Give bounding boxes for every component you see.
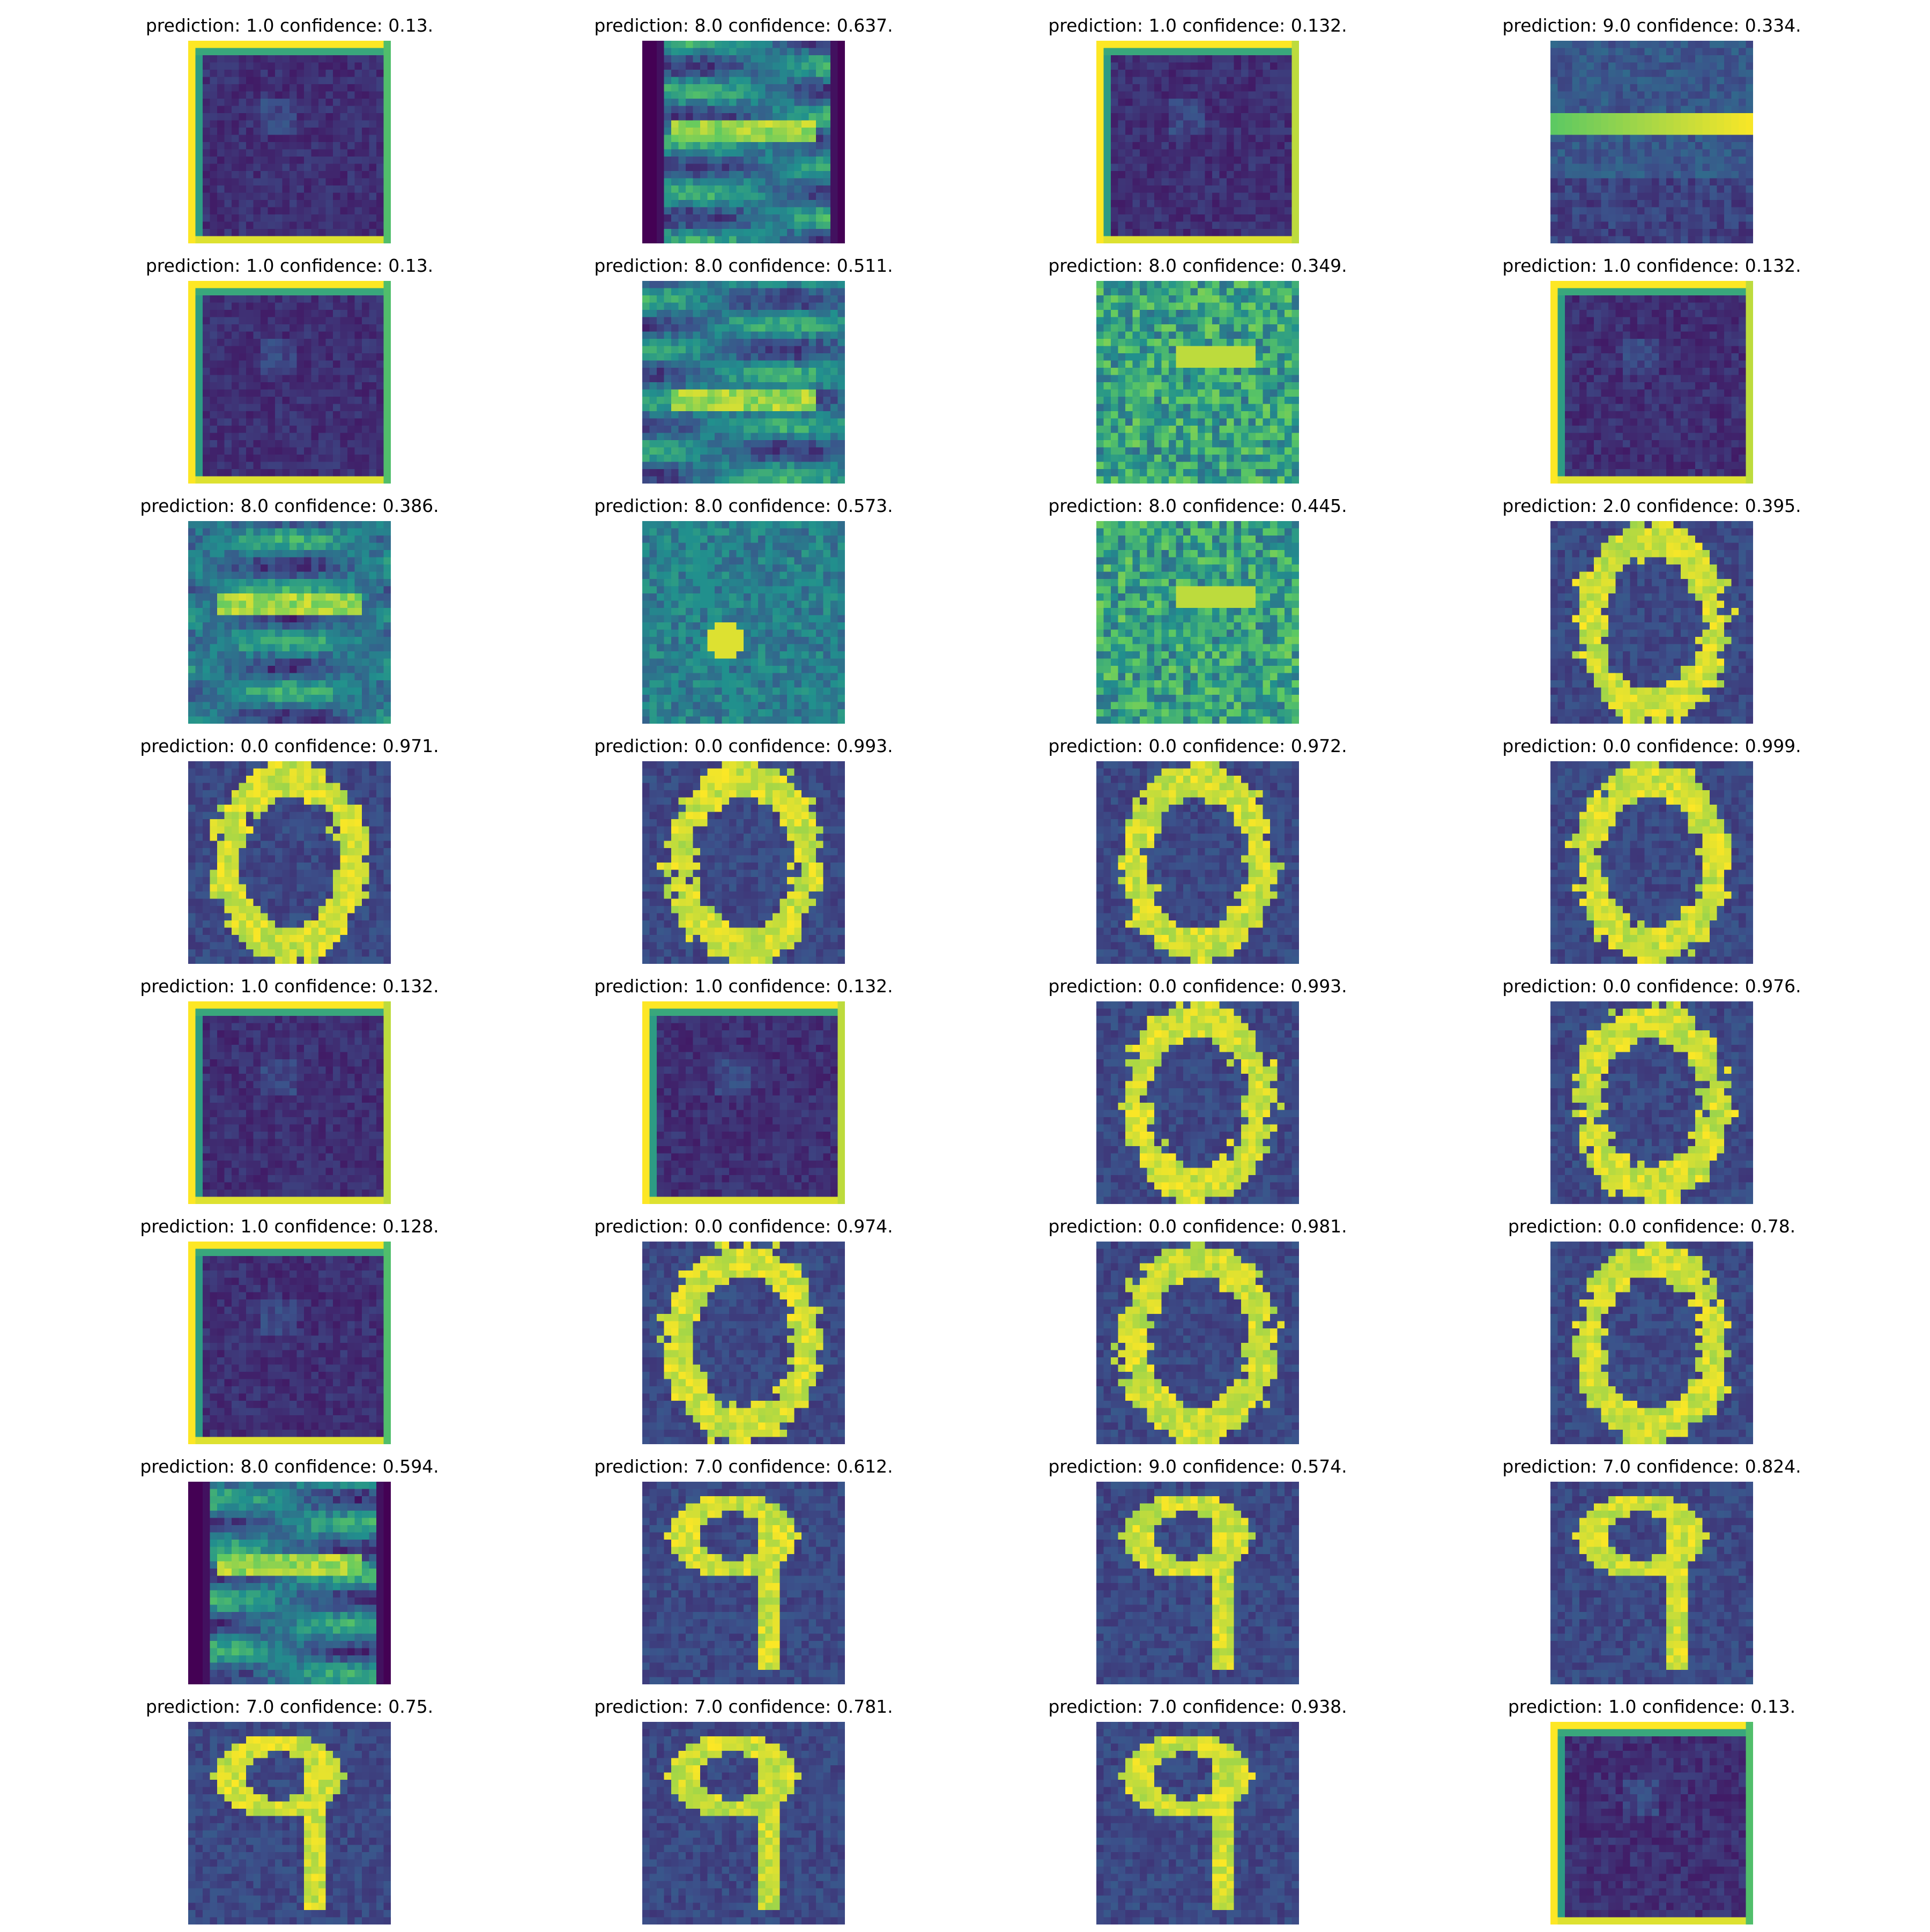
prediction-panel: prediction: 7.0 confidence: 0.612. [518,1456,969,1692]
prediction-panel: prediction: 8.0 confidence: 0.386. [64,495,515,731]
digit-heatmap-image [1096,1722,1299,1924]
prediction-panel: prediction: 8.0 confidence: 0.511. [518,255,969,491]
panel-title: prediction: 7.0 confidence: 0.781. [594,1696,893,1717]
digit-heatmap-image [188,1242,391,1444]
digit-heatmap-image [188,521,391,724]
digit-heatmap-image [188,1001,391,1204]
prediction-panel: prediction: 2.0 confidence: 0.395. [1427,495,1877,731]
prediction-panel: prediction: 1.0 confidence: 0.13. [1427,1696,1877,1932]
panel-title: prediction: 8.0 confidence: 0.386. [140,495,439,516]
digit-heatmap-image [642,41,845,243]
digit-heatmap-image [188,1722,391,1924]
panel-title: prediction: 2.0 confidence: 0.395. [1502,495,1801,516]
digit-heatmap-image [642,1482,845,1684]
digit-heatmap-image [642,1722,845,1924]
digit-heatmap-image [1550,1001,1753,1204]
prediction-panel: prediction: 0.0 confidence: 0.993. [973,976,1423,1212]
panel-title: prediction: 1.0 confidence: 0.132. [594,976,893,997]
digit-heatmap-image [188,281,391,484]
panel-title: prediction: 0.0 confidence: 0.981. [1048,1216,1347,1237]
panel-title: prediction: 7.0 confidence: 0.75. [145,1696,434,1717]
panel-title: prediction: 0.0 confidence: 0.976. [1502,976,1801,997]
prediction-panel: prediction: 7.0 confidence: 0.781. [518,1696,969,1932]
panel-title: prediction: 0.0 confidence: 0.78. [1508,1216,1796,1237]
digit-heatmap-image [1096,761,1299,964]
digit-heatmap-image [1550,1482,1753,1684]
prediction-panel: prediction: 0.0 confidence: 0.972. [973,735,1423,971]
prediction-panel: prediction: 7.0 confidence: 0.824. [1427,1456,1877,1692]
digit-heatmap-image [642,761,845,964]
prediction-panel: prediction: 1.0 confidence: 0.13. [64,15,515,251]
prediction-panel: prediction: 1.0 confidence: 0.13. [64,255,515,491]
prediction-panel: prediction: 0.0 confidence: 0.971. [64,735,515,971]
panel-title: prediction: 7.0 confidence: 0.612. [594,1456,893,1477]
digit-heatmap-image [1550,1242,1753,1444]
prediction-panel: prediction: 0.0 confidence: 0.974. [518,1216,969,1452]
panel-title: prediction: 8.0 confidence: 0.594. [140,1456,439,1477]
prediction-panel: prediction: 1.0 confidence: 0.132. [64,976,515,1212]
digit-heatmap-image [1550,1722,1753,1924]
digit-heatmap-image [188,761,391,964]
prediction-panel: prediction: 9.0 confidence: 0.334. [1427,15,1877,251]
prediction-panel: prediction: 7.0 confidence: 0.75. [64,1696,515,1932]
panel-title: prediction: 8.0 confidence: 0.349. [1048,255,1347,276]
panel-title: prediction: 1.0 confidence: 0.132. [1048,15,1347,36]
panel-title: prediction: 7.0 confidence: 0.938. [1048,1696,1347,1717]
prediction-panel: prediction: 1.0 confidence: 0.128. [64,1216,515,1452]
prediction-panel: prediction: 8.0 confidence: 0.594. [64,1456,515,1692]
panel-title: prediction: 0.0 confidence: 0.999. [1502,735,1801,756]
panel-title: prediction: 1.0 confidence: 0.132. [140,976,439,997]
digit-heatmap-image [1550,761,1753,964]
digit-heatmap-image [188,41,391,243]
panel-title: prediction: 1.0 confidence: 0.128. [140,1216,439,1237]
prediction-panel: prediction: 1.0 confidence: 0.132. [973,15,1423,251]
digit-heatmap-image [1550,281,1753,484]
digit-heatmap-image [642,1001,845,1204]
panel-title: prediction: 0.0 confidence: 0.993. [594,735,893,756]
panel-title: prediction: 0.0 confidence: 0.993. [1048,976,1347,997]
panel-title: prediction: 0.0 confidence: 0.972. [1048,735,1347,756]
panel-title: prediction: 7.0 confidence: 0.824. [1502,1456,1801,1477]
digit-heatmap-image [1550,521,1753,724]
panel-title: prediction: 1.0 confidence: 0.13. [145,255,434,276]
prediction-panel: prediction: 8.0 confidence: 0.445. [973,495,1423,731]
prediction-panel: prediction: 1.0 confidence: 0.132. [1427,255,1877,491]
prediction-panel: prediction: 1.0 confidence: 0.132. [518,976,969,1212]
panel-title: prediction: 0.0 confidence: 0.974. [594,1216,893,1237]
panel-title: prediction: 8.0 confidence: 0.511. [594,255,893,276]
digit-heatmap-image [188,1482,391,1684]
panel-title: prediction: 8.0 confidence: 0.573. [594,495,893,516]
digit-heatmap-image [1096,41,1299,243]
prediction-panel: prediction: 0.0 confidence: 0.993. [518,735,969,971]
panel-title: prediction: 1.0 confidence: 0.132. [1502,255,1801,276]
digit-heatmap-image [1096,1482,1299,1684]
digit-heatmap-image [1096,1242,1299,1444]
prediction-panel: prediction: 8.0 confidence: 0.349. [973,255,1423,491]
panel-title: prediction: 8.0 confidence: 0.637. [594,15,893,36]
prediction-panel: prediction: 0.0 confidence: 0.981. [973,1216,1423,1452]
prediction-panel: prediction: 9.0 confidence: 0.574. [973,1456,1423,1692]
prediction-panel: prediction: 0.0 confidence: 0.999. [1427,735,1877,971]
prediction-panel: prediction: 0.0 confidence: 0.976. [1427,976,1877,1212]
digit-heatmap-image [642,521,845,724]
digit-heatmap-image [1096,521,1299,724]
panel-title: prediction: 1.0 confidence: 0.13. [1508,1696,1796,1717]
digit-heatmap-image [1096,281,1299,484]
panel-title: prediction: 9.0 confidence: 0.574. [1048,1456,1347,1477]
digit-heatmap-image [1096,1001,1299,1204]
prediction-panel: prediction: 7.0 confidence: 0.938. [973,1696,1423,1932]
panel-title: prediction: 8.0 confidence: 0.445. [1048,495,1347,516]
prediction-panel: prediction: 8.0 confidence: 0.573. [518,495,969,731]
prediction-panel: prediction: 0.0 confidence: 0.78. [1427,1216,1877,1452]
prediction-panel: prediction: 8.0 confidence: 0.637. [518,15,969,251]
digit-heatmap-image [642,281,845,484]
panel-title: prediction: 0.0 confidence: 0.971. [140,735,439,756]
panel-title: prediction: 1.0 confidence: 0.13. [145,15,434,36]
panel-title: prediction: 9.0 confidence: 0.334. [1502,15,1801,36]
digit-heatmap-image [642,1242,845,1444]
digit-heatmap-image [1550,41,1753,243]
